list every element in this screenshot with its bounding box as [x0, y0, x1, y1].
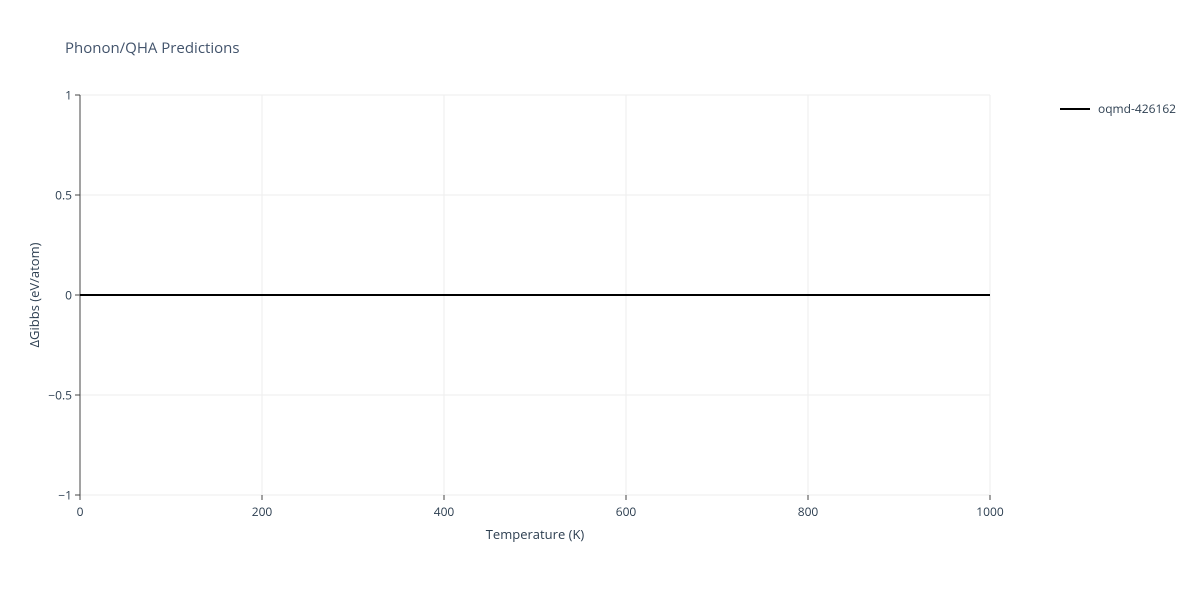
- x-tick-label: 0: [77, 503, 84, 520]
- x-tick-label: 600: [616, 503, 637, 520]
- x-tick-label: 400: [434, 503, 455, 520]
- y-tick-label: −0.5: [48, 387, 72, 404]
- plot-svg: [70, 85, 1000, 505]
- x-tick-label: 800: [798, 503, 819, 520]
- y-tick-label: 1: [65, 87, 72, 104]
- y-axis-label: ΔGibbs (eV/atom): [25, 243, 43, 348]
- y-tick-label: −1: [58, 487, 72, 504]
- chart-title: Phonon/QHA Predictions: [65, 38, 240, 58]
- legend-swatch[interactable]: [1060, 108, 1090, 110]
- plot-area[interactable]: [80, 95, 990, 495]
- chart-container: Phonon/QHA Predictions Temperature (K) Δ…: [0, 0, 1200, 600]
- x-tick-label: 1000: [976, 503, 1003, 520]
- x-tick-label: 200: [252, 503, 273, 520]
- x-axis-label: Temperature (K): [486, 525, 585, 543]
- legend-label[interactable]: oqmd-426162: [1098, 100, 1176, 117]
- y-tick-label: 0.5: [55, 187, 72, 204]
- y-tick-label: 0: [65, 287, 72, 304]
